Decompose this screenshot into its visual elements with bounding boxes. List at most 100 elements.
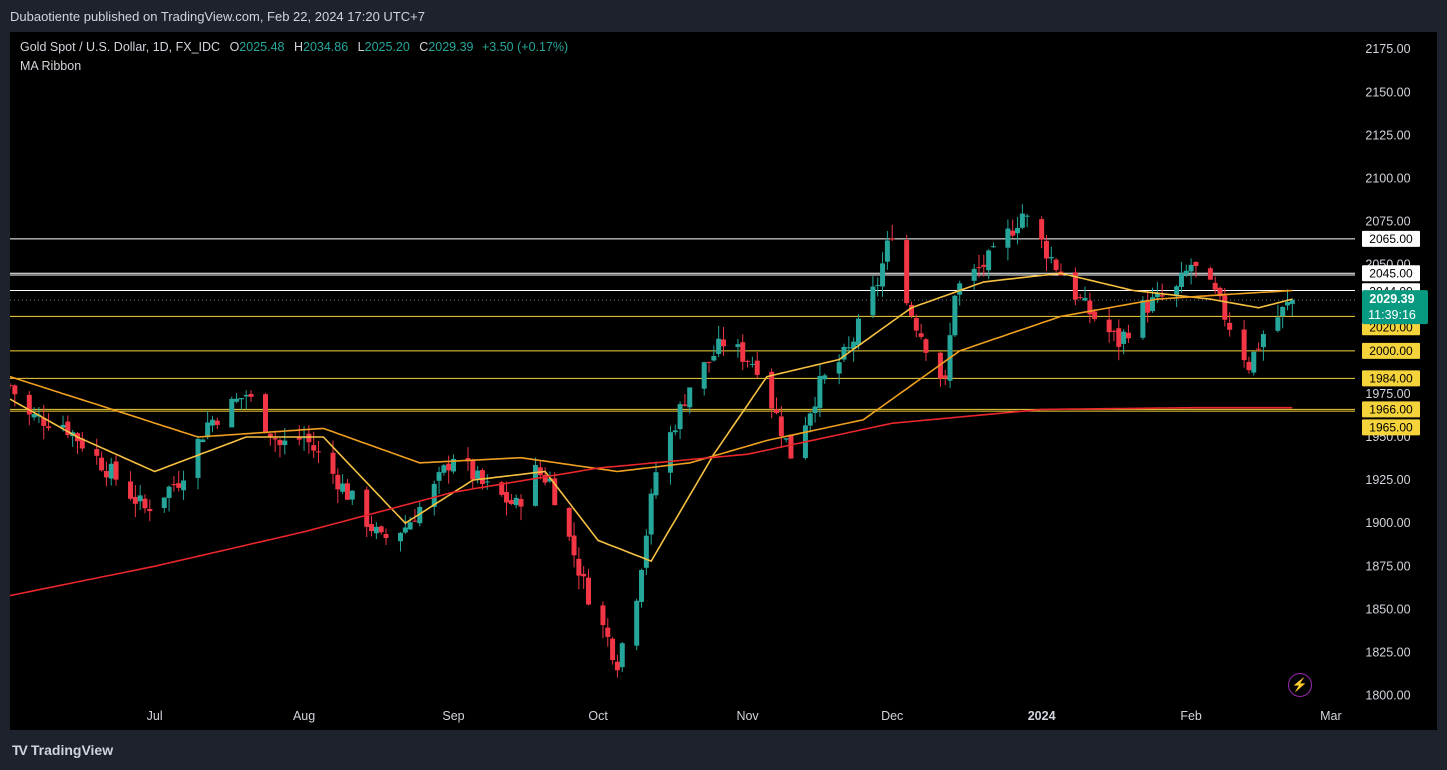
candle-body <box>648 493 654 535</box>
candle-body <box>981 264 987 267</box>
candle-body <box>812 406 818 413</box>
candle-29 <box>205 410 211 440</box>
y-tick-label: 2100.00 <box>1365 171 1410 185</box>
candle-body <box>677 404 683 430</box>
candle-53 <box>369 515 375 537</box>
candle-body <box>923 339 929 353</box>
candle-body <box>1154 292 1160 298</box>
candle-154 <box>1048 246 1054 264</box>
candle-body <box>195 438 201 478</box>
level-label-8: 1965.00 <box>1369 420 1413 434</box>
candle-body <box>132 496 138 504</box>
candle-body <box>672 430 678 433</box>
candle-107 <box>735 338 741 358</box>
candle-body <box>585 577 591 605</box>
candle-body <box>855 318 861 346</box>
candle-22 <box>161 497 167 513</box>
candle-body <box>248 393 254 397</box>
candle-112 <box>769 368 775 419</box>
candle-87 <box>600 601 606 639</box>
candle-89 <box>610 636 616 665</box>
candle-84 <box>576 547 582 590</box>
level-label-6: 1984.00 <box>1369 371 1413 385</box>
candle-body <box>610 638 616 661</box>
candle-146 <box>990 242 996 248</box>
candle-25 <box>176 470 182 492</box>
level-label-5: 2000.00 <box>1369 344 1413 358</box>
candle-body <box>451 458 457 472</box>
candle-82 <box>566 506 572 541</box>
candle-body <box>1048 257 1054 259</box>
candle-body <box>1178 273 1184 287</box>
candle-body <box>643 535 649 568</box>
candle-167 <box>1140 296 1146 340</box>
candle-118 <box>807 412 813 433</box>
candle-body <box>1053 259 1059 271</box>
candle-63 <box>436 466 442 494</box>
candle-138 <box>942 369 948 386</box>
candle-111 <box>754 352 760 379</box>
symbol-name[interactable]: Gold Spot / U.S. Dollar, 1D, FX_IDC <box>20 40 221 54</box>
candle-104 <box>711 345 717 362</box>
level-label-box-8 <box>1362 419 1420 436</box>
candle-body <box>1024 215 1030 217</box>
candle-19 <box>137 485 143 511</box>
tradingview-brand[interactable]: TV TradingView <box>12 742 113 758</box>
candle-body <box>1077 297 1083 299</box>
candle-151 <box>1024 213 1030 228</box>
candle-body <box>364 489 370 527</box>
candle-81 <box>552 472 558 506</box>
candle-97 <box>667 425 673 485</box>
candle-body <box>836 362 842 374</box>
candle-body <box>701 362 707 389</box>
candle-body <box>740 342 746 362</box>
candle-body <box>619 643 625 668</box>
candle-body <box>1285 302 1291 306</box>
ma-line-slow <box>10 406 1293 597</box>
candle-body <box>200 439 206 443</box>
lightning-icon[interactable]: ⚡ <box>1288 673 1312 697</box>
candle-30 <box>209 415 215 433</box>
candle-23 <box>166 485 172 512</box>
y-tick-label: 1875.00 <box>1365 559 1410 573</box>
candle-body <box>316 451 322 453</box>
candle-175 <box>1188 258 1194 285</box>
candle-0 <box>10 383 13 389</box>
candle-body <box>508 500 514 505</box>
candle-body <box>614 661 620 671</box>
candle-173 <box>1178 261 1184 293</box>
change-value: +3.50 (+0.17%) <box>482 40 569 54</box>
candle-139 <box>947 322 953 389</box>
candle-129 <box>880 252 886 297</box>
high-label: H <box>293 40 303 54</box>
candle-body <box>108 463 114 479</box>
chart-panel[interactable]: 1800.00 1825.00 1850.00 1875.00 1900.00 1925.… <box>10 32 1437 730</box>
candle-body <box>147 509 153 512</box>
candle-body <box>470 460 476 480</box>
candle-119 <box>812 396 818 423</box>
candle-body <box>369 524 375 532</box>
candle-49 <box>340 474 346 495</box>
candle-99 <box>677 401 683 440</box>
candle-137 <box>937 351 943 387</box>
candle-body <box>1227 322 1233 330</box>
y-tick-label: 2175.00 <box>1365 42 1410 56</box>
candle-94 <box>643 529 649 575</box>
candle-108 <box>740 334 746 370</box>
candle-165 <box>1121 329 1127 355</box>
candle-76 <box>518 494 524 521</box>
candle-5 <box>41 404 47 440</box>
candle-body <box>1188 264 1194 272</box>
candle-body <box>340 483 346 492</box>
price-chart[interactable]: 1800.00 1825.00 1850.00 1875.00 1900.00 1925.… <box>10 32 1437 730</box>
candle-body <box>1260 334 1266 348</box>
candle-128 <box>875 277 881 297</box>
candle-body <box>634 600 640 646</box>
candle-141 <box>957 280 963 306</box>
candle-101 <box>687 387 693 414</box>
open-label: O <box>229 40 240 54</box>
candle-body <box>378 526 384 533</box>
y-tick-label: 1825.00 <box>1365 645 1410 659</box>
candle-body <box>639 569 645 602</box>
indicator-legend[interactable]: MA Ribbon <box>20 59 82 73</box>
